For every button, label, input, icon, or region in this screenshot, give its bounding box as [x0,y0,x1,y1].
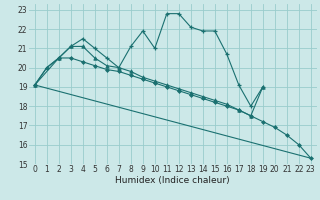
X-axis label: Humidex (Indice chaleur): Humidex (Indice chaleur) [116,176,230,185]
